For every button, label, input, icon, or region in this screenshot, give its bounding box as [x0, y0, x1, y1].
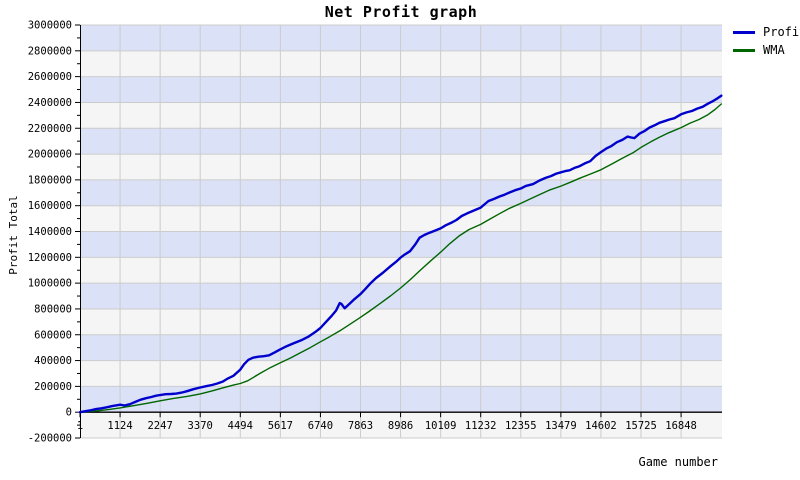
y-tick-label: 2200000	[28, 123, 72, 135]
y-tick-label: 1400000	[28, 226, 72, 238]
wma-line	[79, 103, 722, 413]
x-tick-label: 10109	[425, 420, 457, 432]
y-tick-label: 200000	[34, 381, 72, 393]
x-tick-label: 14602	[585, 420, 617, 432]
x-tick-label: 2247	[147, 420, 172, 432]
x-tick-label: 16848	[665, 420, 697, 432]
profit-line	[78, 94, 723, 414]
x-tick-label: 4494	[228, 420, 253, 432]
x-tick-label: 7863	[348, 420, 373, 432]
y-tick-label: 2400000	[28, 97, 72, 109]
y-tick-label: 0	[66, 407, 72, 419]
x-tick-label: 15725	[625, 420, 657, 432]
y-tick-label: 2600000	[28, 71, 72, 83]
chart-title: Net Profit graph	[324, 3, 478, 21]
y-tick-label: -200000	[28, 433, 72, 445]
y-tick-label: 2800000	[28, 45, 72, 57]
profit-line-swatch	[733, 30, 755, 34]
y-tick-label: 1200000	[28, 252, 72, 264]
x-tick-label: 5617	[268, 420, 293, 432]
legend-item-wma: WMA	[733, 41, 800, 59]
x-tick-label: 3370	[188, 420, 213, 432]
legend: Profit WMA	[733, 23, 800, 59]
y-tick-label: 400000	[34, 355, 72, 367]
legend-label-wma: WMA	[763, 43, 785, 57]
y-tick-label: 2000000	[28, 149, 72, 161]
y-tick-label: 800000	[34, 303, 72, 315]
x-tick-label: 12355	[505, 420, 537, 432]
wma-line-swatch	[733, 48, 755, 52]
x-tick-label: 1	[77, 420, 83, 432]
y-tick-label: 1000000	[28, 278, 72, 290]
y-tick-label: 1800000	[28, 174, 72, 186]
x-tick-label: 11232	[465, 420, 497, 432]
y-tick-label: 3000000	[28, 20, 72, 32]
x-tick-label: 6740	[308, 420, 333, 432]
legend-label-profit: Profit	[763, 25, 800, 39]
x-tick-label: 8986	[388, 420, 413, 432]
x-tick-label: 13479	[545, 420, 577, 432]
y-tick-label: 1600000	[28, 200, 72, 212]
x-tick-label: 1124	[107, 420, 132, 432]
y-tick-label: 600000	[34, 329, 72, 341]
x-axis-title: Game number	[638, 455, 718, 469]
legend-item-profit: Profit	[733, 23, 800, 41]
